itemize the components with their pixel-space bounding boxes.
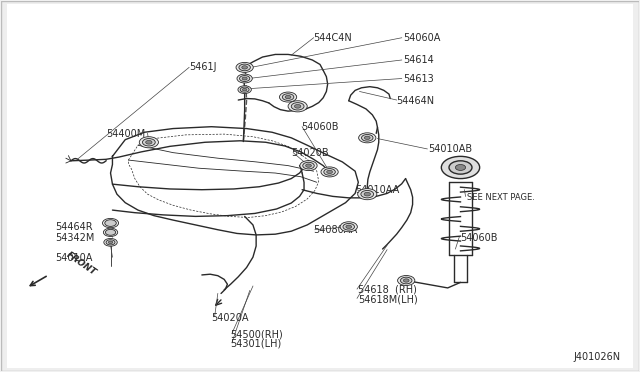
Circle shape [403, 279, 409, 282]
Circle shape [306, 164, 312, 167]
Circle shape [456, 164, 466, 170]
Circle shape [146, 140, 152, 144]
Circle shape [321, 167, 338, 177]
Text: 54020B: 54020B [291, 148, 329, 158]
Circle shape [236, 62, 253, 73]
Circle shape [364, 136, 370, 140]
Circle shape [140, 137, 159, 148]
Text: 54020A: 54020A [211, 312, 249, 323]
Circle shape [285, 95, 291, 99]
Circle shape [324, 169, 335, 175]
Text: 54060A: 54060A [403, 33, 440, 43]
Circle shape [326, 170, 332, 174]
Circle shape [303, 162, 314, 169]
Text: 54614: 54614 [403, 55, 434, 65]
Circle shape [108, 241, 113, 244]
Circle shape [238, 86, 252, 93]
Circle shape [106, 230, 116, 235]
Circle shape [300, 161, 317, 171]
Text: 54618M(LH): 54618M(LH) [358, 294, 418, 304]
Circle shape [294, 105, 301, 108]
Circle shape [102, 218, 118, 228]
Circle shape [243, 88, 247, 91]
Circle shape [364, 192, 371, 196]
Circle shape [105, 220, 116, 227]
Circle shape [237, 74, 252, 83]
Text: 54464R: 54464R [55, 222, 93, 232]
Circle shape [340, 222, 357, 232]
Circle shape [242, 66, 248, 69]
Circle shape [280, 92, 297, 102]
Text: J401026N: J401026N [573, 352, 620, 362]
Text: 54618  (RH): 54618 (RH) [358, 285, 417, 295]
Text: 54342M: 54342M [55, 233, 94, 243]
Circle shape [282, 94, 294, 100]
Circle shape [104, 228, 118, 237]
Circle shape [346, 225, 351, 228]
Circle shape [358, 133, 376, 143]
Circle shape [288, 101, 307, 112]
Circle shape [397, 276, 415, 285]
Circle shape [401, 277, 412, 284]
Text: 54060B: 54060B [461, 233, 498, 243]
Text: 54010AB: 54010AB [429, 144, 473, 154]
Circle shape [104, 238, 117, 246]
Text: FRONT: FRONT [65, 250, 98, 277]
Circle shape [358, 189, 377, 200]
Polygon shape [111, 127, 358, 235]
Text: 54613: 54613 [403, 74, 434, 84]
Text: 544C4N: 544C4N [314, 33, 353, 43]
Circle shape [240, 87, 249, 92]
Text: 54301(LH): 54301(LH) [230, 339, 282, 349]
Circle shape [449, 161, 472, 174]
Text: 54400M: 54400M [106, 129, 145, 139]
Circle shape [239, 64, 250, 71]
Circle shape [442, 156, 479, 179]
Text: 54010AA: 54010AA [355, 185, 399, 195]
Circle shape [239, 76, 250, 81]
Text: 54010A: 54010A [55, 253, 92, 263]
Circle shape [361, 190, 374, 198]
Circle shape [343, 224, 355, 230]
Text: 54060B: 54060B [301, 122, 339, 132]
Circle shape [362, 135, 373, 141]
Text: 54500(RH): 54500(RH) [230, 329, 284, 339]
Circle shape [242, 77, 247, 80]
Text: 54464N: 54464N [397, 96, 435, 106]
Text: 54080AA: 54080AA [314, 225, 358, 235]
Text: 5461J: 5461J [189, 62, 216, 73]
Circle shape [143, 138, 156, 146]
Text: SEE NEXT PAGE.: SEE NEXT PAGE. [467, 193, 535, 202]
Circle shape [106, 240, 115, 245]
Circle shape [291, 103, 304, 110]
